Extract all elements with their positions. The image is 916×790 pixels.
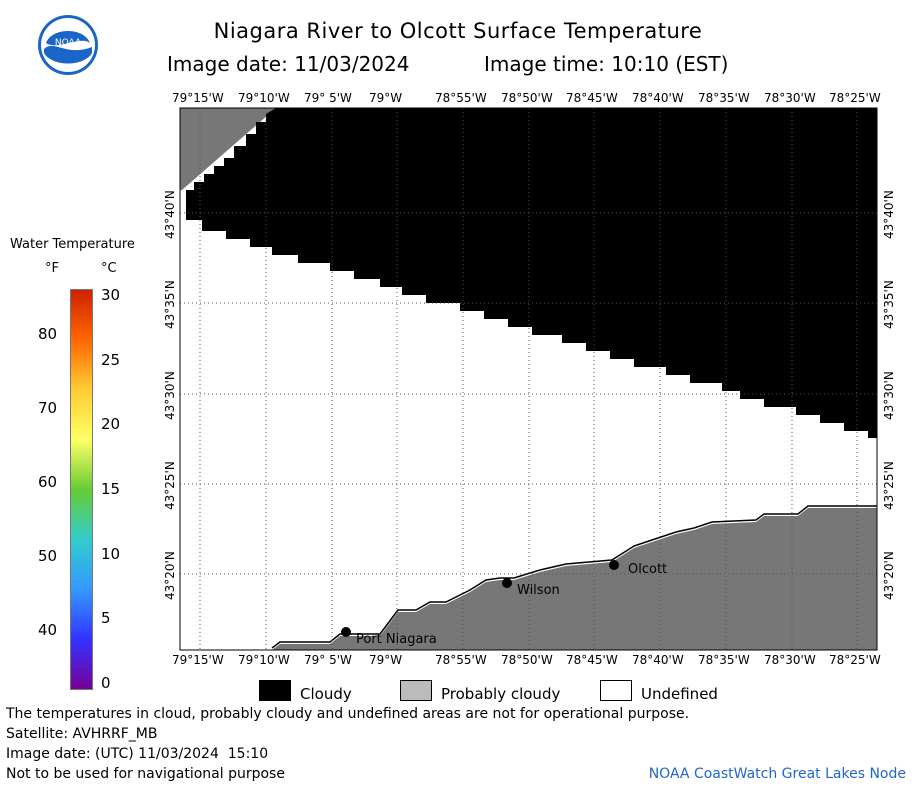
lon-label-top: 78°30'W [764, 91, 816, 105]
lon-label-bottom: 79°15'W [172, 653, 224, 667]
colorbar-c-tick: 25 [101, 350, 121, 369]
colorbar-c-tick: 30 [101, 286, 121, 304]
lon-label-top: 79°15'W [172, 91, 224, 105]
lon-label-bottom: 78°30'W [764, 653, 816, 667]
lat-label-left: 43°40'N [163, 190, 177, 239]
lon-label-bottom: 78°50'W [501, 653, 553, 667]
colorbar-c-tick: 20 [101, 415, 121, 434]
colorbar-f-tick: 70 [38, 399, 58, 417]
city-label-olcott: Olcott [628, 562, 667, 577]
lon-label-top: 78°50'W [501, 91, 553, 105]
colorbar-c-tick: 5 [101, 609, 111, 628]
lon-label-top: 78°25'W [829, 91, 881, 105]
disclaimer-text: The temperatures in cloud, probably clou… [6, 706, 690, 722]
image-time: Image time: 10:10 (EST) [484, 52, 729, 76]
colorbar-c-tick: 15 [101, 480, 121, 498]
colorbar-c-tick: 0 [101, 674, 111, 692]
lon-label-top: 78°40'W [632, 91, 684, 105]
satellite-text: Satellite: AVHRRF_MB [6, 726, 158, 742]
legend-swatch-probably-cloudy [400, 680, 432, 701]
lon-label-bottom: 78°35'W [698, 653, 750, 667]
colorbar-f-tick: 50 [38, 547, 58, 565]
lon-label-bottom: 78°45'W [566, 653, 618, 667]
lon-label-top: 78°45'W [566, 91, 618, 105]
colorbar-c-tick: 10 [101, 544, 121, 563]
city-dot-port-niagara [341, 627, 351, 637]
colorbar-f-tick: 80 [38, 325, 58, 343]
lon-label-top: 78°55'W [435, 91, 487, 105]
lon-label-top: 79°W [369, 91, 403, 105]
page-title: Niagara River to Olcott Surface Temperat… [213, 19, 703, 43]
logo-text: NOAA [55, 38, 82, 48]
lon-label-bottom: 79° 5'W [304, 653, 352, 667]
cloudy-area [186, 108, 877, 438]
colorbar-f-tick: 60 [38, 473, 58, 491]
noaa-logo: NOAA [36, 13, 100, 77]
land-area [272, 508, 877, 650]
nav-note-text: Not to be used for navigational purpose [6, 766, 285, 782]
utc-date-text: Image date: (UTC) 11/03/2024 15:10 [6, 746, 269, 762]
lon-label-top: 78°35'W [698, 91, 750, 105]
legend-label-undefined: Undefined [641, 685, 718, 703]
legend-label-probably-cloudy: Probably cloudy [441, 685, 561, 703]
lon-label-bottom: 78°55'W [435, 653, 487, 667]
lon-label-bottom: 79°10'W [238, 653, 290, 667]
city-label-wilson: Wilson [517, 583, 560, 598]
colorbar-unit-c: °C [101, 261, 117, 276]
lat-label-left: 43°35'N [163, 280, 177, 329]
lat-label-right: 43°30'N [882, 371, 896, 420]
lat-label-right: 43°20'N [882, 551, 896, 600]
probably-cloudy-corner [180, 108, 276, 190]
lon-label-bottom: 78°25'W [829, 653, 881, 667]
colorbar-f-tick: 40 [38, 621, 58, 639]
lat-label-right: 43°40'N [882, 190, 896, 239]
lon-label-top: 79° 5'W [304, 91, 352, 105]
city-dot-olcott [609, 560, 619, 570]
lon-label-top: 79°10'W [238, 91, 290, 105]
lat-label-left: 43°25'N [163, 461, 177, 510]
lat-label-left: 43°20'N [163, 551, 177, 600]
city-dot-wilson [502, 578, 512, 588]
city-label-port-niagara: Port Niagara [356, 632, 437, 647]
legend-swatch-undefined [600, 680, 632, 701]
lat-label-right: 43°25'N [882, 461, 896, 510]
lat-label-left: 43°30'N [163, 371, 177, 420]
lon-label-bottom: 78°40'W [632, 653, 684, 667]
credit-link[interactable]: NOAA CoastWatch Great Lakes Node [648, 766, 906, 782]
image-date: Image date: 11/03/2024 [167, 52, 410, 76]
colorbar-title: Water Temperature [10, 237, 135, 252]
legend-swatch-cloudy [259, 680, 291, 701]
lat-label-right: 43°35'N [882, 280, 896, 329]
colorbar-unit-f: °F [45, 261, 59, 276]
legend-label-cloudy: Cloudy [300, 685, 352, 703]
colorbar-gradient [70, 289, 93, 690]
lon-label-bottom: 79°W [369, 653, 403, 667]
